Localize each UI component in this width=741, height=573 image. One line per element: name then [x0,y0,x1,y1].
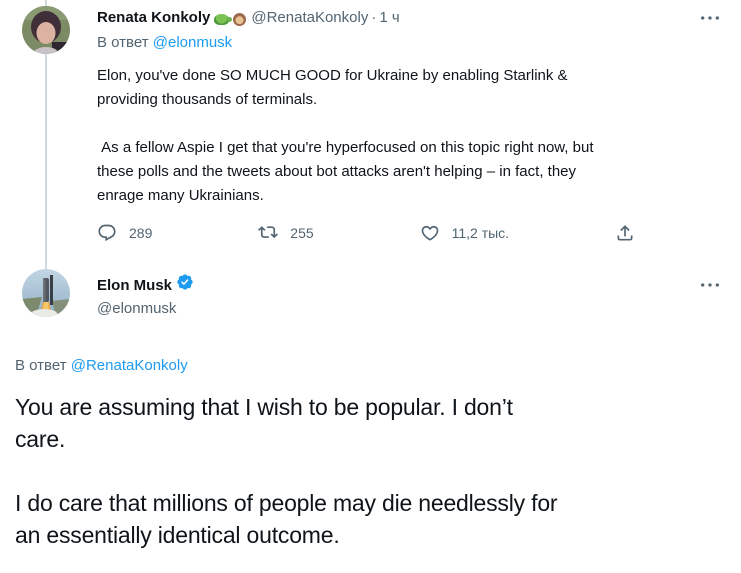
reply-prefix: В ответ [15,357,67,374]
thread-line-top [45,0,47,6]
like-count: 11,2 тыс. [451,225,510,241]
reply-context: В ответ @elonmusk [97,32,721,53]
like-action[interactable]: 11,2 тыс. [420,223,509,243]
author-handle-meta[interactable]: @RenataKonkoly · 1 ч [251,7,399,29]
thread-line [45,54,47,269]
heart-icon [420,223,440,243]
thread-gutter [22,0,70,269]
avatar-elon-image [22,269,70,317]
tweet-renata-header: Renata Konkoly @RenataKonkoly · 1 ч [97,7,721,29]
tweet-actions: 289 255 11,2 тыс. [97,223,635,243]
reply-context: В ответ @RenataKonkoly [0,356,741,376]
author-handle[interactable]: @elonmusk [97,300,177,317]
author-handle[interactable]: @RenataKonkoly [251,9,369,26]
retweet-count: 255 [290,225,314,241]
tweet-renata-content: Renata Konkoly @RenataKonkoly · 1 ч В отве… [97,0,721,243]
more-icon[interactable] [699,10,721,26]
author-name[interactable]: Renata Konkoly [97,9,211,26]
tweet-elon-name-row: Elon Musk [97,273,194,297]
reply-mention-link[interactable]: @RenataKonkoly [70,357,188,374]
dot-separator: · [371,9,377,26]
reply-icon [97,223,117,243]
avatar-renata[interactable] [22,6,70,54]
retweet-action[interactable]: 255 [258,223,314,243]
reply-count: 289 [129,225,153,241]
author-name[interactable]: Elon Musk [97,276,173,294]
more-icon[interactable] [699,277,721,293]
share-icon [615,223,635,243]
tweet-elon-names: Elon Musk @elonmusk [97,269,194,319]
tweet-elon-text: You are assuming that I wish to be popul… [15,394,558,548]
retweet-icon [258,223,279,243]
reply-action[interactable]: 289 [97,223,152,243]
verified-badge-icon [176,273,194,297]
avatar-elon[interactable] [22,269,70,317]
turtle-emoji-icon [214,13,233,25]
tweet-elon-header: Elon Musk @elonmusk [0,269,741,319]
hedgehog-emoji-icon [233,12,247,26]
share-action[interactable] [615,223,635,243]
reply-mention-link[interactable]: @elonmusk [152,34,233,51]
tweet-renata-text: Elon, you've done SO MUCH GOOD for Ukrai… [97,67,594,204]
tweet-renata: Renata Konkoly @RenataKonkoly · 1 ч В отве… [0,0,741,269]
reply-prefix: В ответ [97,34,149,51]
timestamp[interactable]: 1 ч [379,9,400,26]
avatar-renata-image [22,6,70,54]
